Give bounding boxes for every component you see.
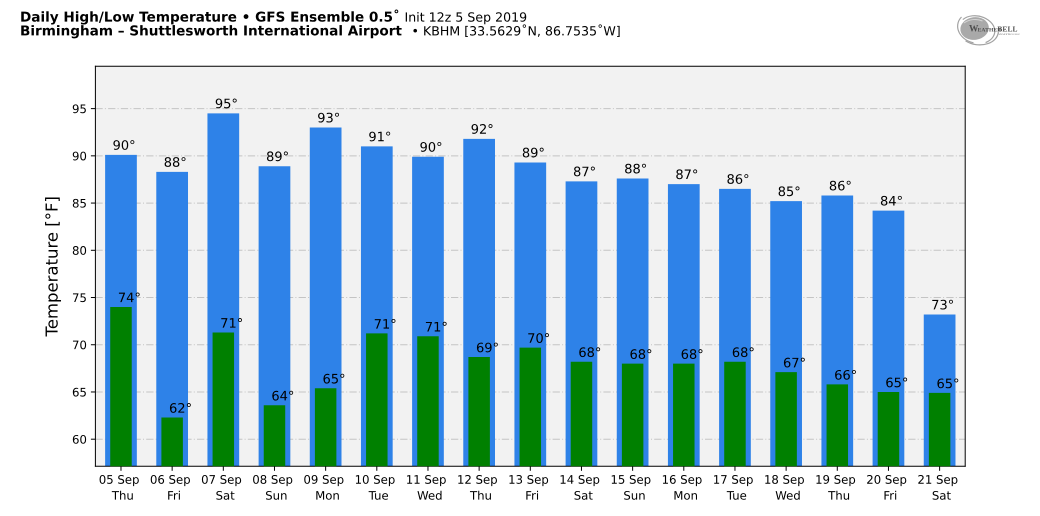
svg-text:BELL: BELL bbox=[997, 25, 1017, 34]
svg-text:W: W bbox=[969, 25, 979, 35]
svg-text:ANALYTICS LLC: ANALYTICS LLC bbox=[998, 33, 1020, 36]
svg-text:EATHER: EATHER bbox=[978, 28, 1003, 34]
